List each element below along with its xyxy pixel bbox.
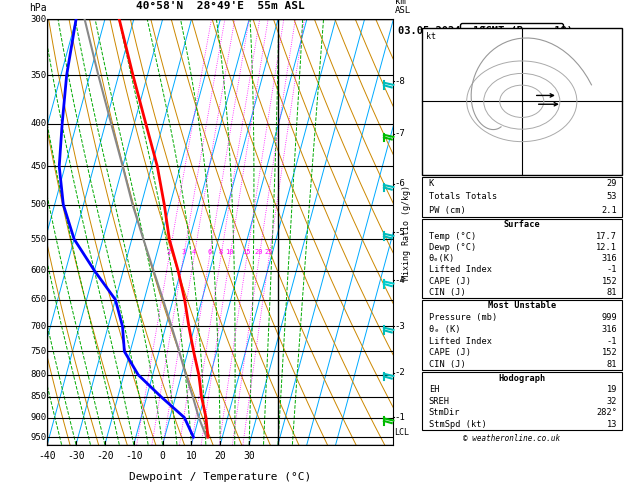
Text: CAPE (J): CAPE (J) — [429, 277, 470, 286]
Text: 2: 2 — [167, 249, 171, 255]
Text: 10: 10 — [186, 451, 198, 461]
Text: CIN (J): CIN (J) — [429, 288, 465, 297]
Text: 152: 152 — [601, 348, 617, 357]
Text: © weatheronline.co.uk: © weatheronline.co.uk — [462, 434, 560, 443]
Text: θₑ (K): θₑ (K) — [429, 325, 460, 334]
Text: 550: 550 — [30, 235, 47, 243]
Text: -1: -1 — [607, 336, 617, 346]
Text: K: K — [429, 179, 434, 188]
Text: 500: 500 — [30, 200, 47, 209]
Text: -7: -7 — [394, 129, 405, 138]
Text: 900: 900 — [30, 413, 47, 422]
Text: kt: kt — [426, 32, 437, 41]
Text: -3: -3 — [394, 322, 405, 331]
Text: 81: 81 — [607, 360, 617, 369]
Legend: Temperature, Dewpoint, Parcel Trajectory, Dry Adiabat, Wet Adiabat, Isotherm, Mi: Temperature, Dewpoint, Parcel Trajectory… — [460, 23, 562, 102]
Text: 400: 400 — [30, 119, 47, 128]
Text: -1: -1 — [607, 265, 617, 275]
Text: 850: 850 — [30, 392, 47, 401]
Text: Mixing Ratio (g/kg): Mixing Ratio (g/kg) — [401, 185, 411, 279]
Text: Hodograph: Hodograph — [498, 374, 545, 382]
Text: CIN (J): CIN (J) — [429, 360, 465, 369]
Text: Lifted Index: Lifted Index — [429, 265, 492, 275]
Text: 81: 81 — [607, 288, 617, 297]
Text: LCL: LCL — [394, 428, 409, 436]
Text: StmDir: StmDir — [429, 408, 460, 417]
Text: -6: -6 — [394, 179, 405, 188]
Text: θₑ(K): θₑ(K) — [429, 254, 455, 263]
Text: km
ASL: km ASL — [394, 0, 411, 15]
Text: SREH: SREH — [429, 397, 450, 406]
Text: EH: EH — [429, 385, 439, 394]
Text: 53: 53 — [607, 192, 617, 202]
Text: 282°: 282° — [596, 408, 617, 417]
Text: 999: 999 — [601, 313, 617, 322]
Text: 950: 950 — [30, 433, 47, 442]
Text: -40: -40 — [38, 451, 56, 461]
Text: -5: -5 — [394, 228, 405, 237]
Text: 30: 30 — [243, 451, 255, 461]
Text: 17.7: 17.7 — [596, 232, 617, 241]
Text: 25: 25 — [265, 249, 273, 255]
Text: Surface: Surface — [503, 221, 540, 229]
Text: Totals Totals: Totals Totals — [429, 192, 497, 202]
Bar — [421, 300, 622, 370]
Text: 700: 700 — [30, 322, 47, 331]
Text: 316: 316 — [601, 254, 617, 263]
Text: 800: 800 — [30, 370, 47, 380]
Text: 8: 8 — [218, 249, 223, 255]
Text: -10: -10 — [125, 451, 143, 461]
Text: Most Unstable: Most Unstable — [487, 301, 556, 311]
Text: 20: 20 — [255, 249, 264, 255]
Text: 152: 152 — [601, 277, 617, 286]
Text: Dewpoint / Temperature (°C): Dewpoint / Temperature (°C) — [129, 472, 311, 482]
Text: CAPE (J): CAPE (J) — [429, 348, 470, 357]
Text: 32: 32 — [607, 397, 617, 406]
Text: 13: 13 — [607, 419, 617, 429]
Text: 316: 316 — [601, 325, 617, 334]
Text: 6: 6 — [207, 249, 211, 255]
Text: hPa: hPa — [29, 3, 47, 13]
Text: 750: 750 — [30, 347, 47, 356]
Text: -20: -20 — [96, 451, 114, 461]
Text: -1: -1 — [394, 413, 405, 422]
Text: 12.1: 12.1 — [596, 243, 617, 252]
Text: 450: 450 — [30, 162, 47, 171]
Text: -8: -8 — [394, 77, 405, 86]
Text: 2.1: 2.1 — [601, 206, 617, 215]
Text: 15: 15 — [242, 249, 251, 255]
Text: StmSpd (kt): StmSpd (kt) — [429, 419, 486, 429]
Text: 29: 29 — [607, 179, 617, 188]
Bar — [421, 372, 622, 430]
Text: Pressure (mb): Pressure (mb) — [429, 313, 497, 322]
Bar — [421, 28, 622, 174]
Text: Lifted Index: Lifted Index — [429, 336, 492, 346]
Text: Temp (°C): Temp (°C) — [429, 232, 476, 241]
Text: -30: -30 — [67, 451, 85, 461]
Text: 0: 0 — [160, 451, 165, 461]
Text: 20: 20 — [214, 451, 226, 461]
Text: 10: 10 — [225, 249, 234, 255]
Text: 40°58'N  28°49'E  55m ASL: 40°58'N 28°49'E 55m ASL — [136, 1, 304, 11]
Text: 19: 19 — [607, 385, 617, 394]
Text: 350: 350 — [30, 71, 47, 80]
Text: 4: 4 — [192, 249, 196, 255]
Text: 650: 650 — [30, 295, 47, 304]
Text: -4: -4 — [394, 276, 405, 285]
Text: -2: -2 — [394, 368, 405, 377]
Text: 03.05.2024  18GMT (Base: 18): 03.05.2024 18GMT (Base: 18) — [398, 26, 573, 36]
Text: PW (cm): PW (cm) — [429, 206, 465, 215]
Text: 600: 600 — [30, 266, 47, 275]
Bar — [421, 219, 622, 298]
Text: Dewp (°C): Dewp (°C) — [429, 243, 476, 252]
Text: 300: 300 — [30, 15, 47, 24]
Text: 3: 3 — [181, 249, 186, 255]
Bar — [421, 177, 622, 217]
